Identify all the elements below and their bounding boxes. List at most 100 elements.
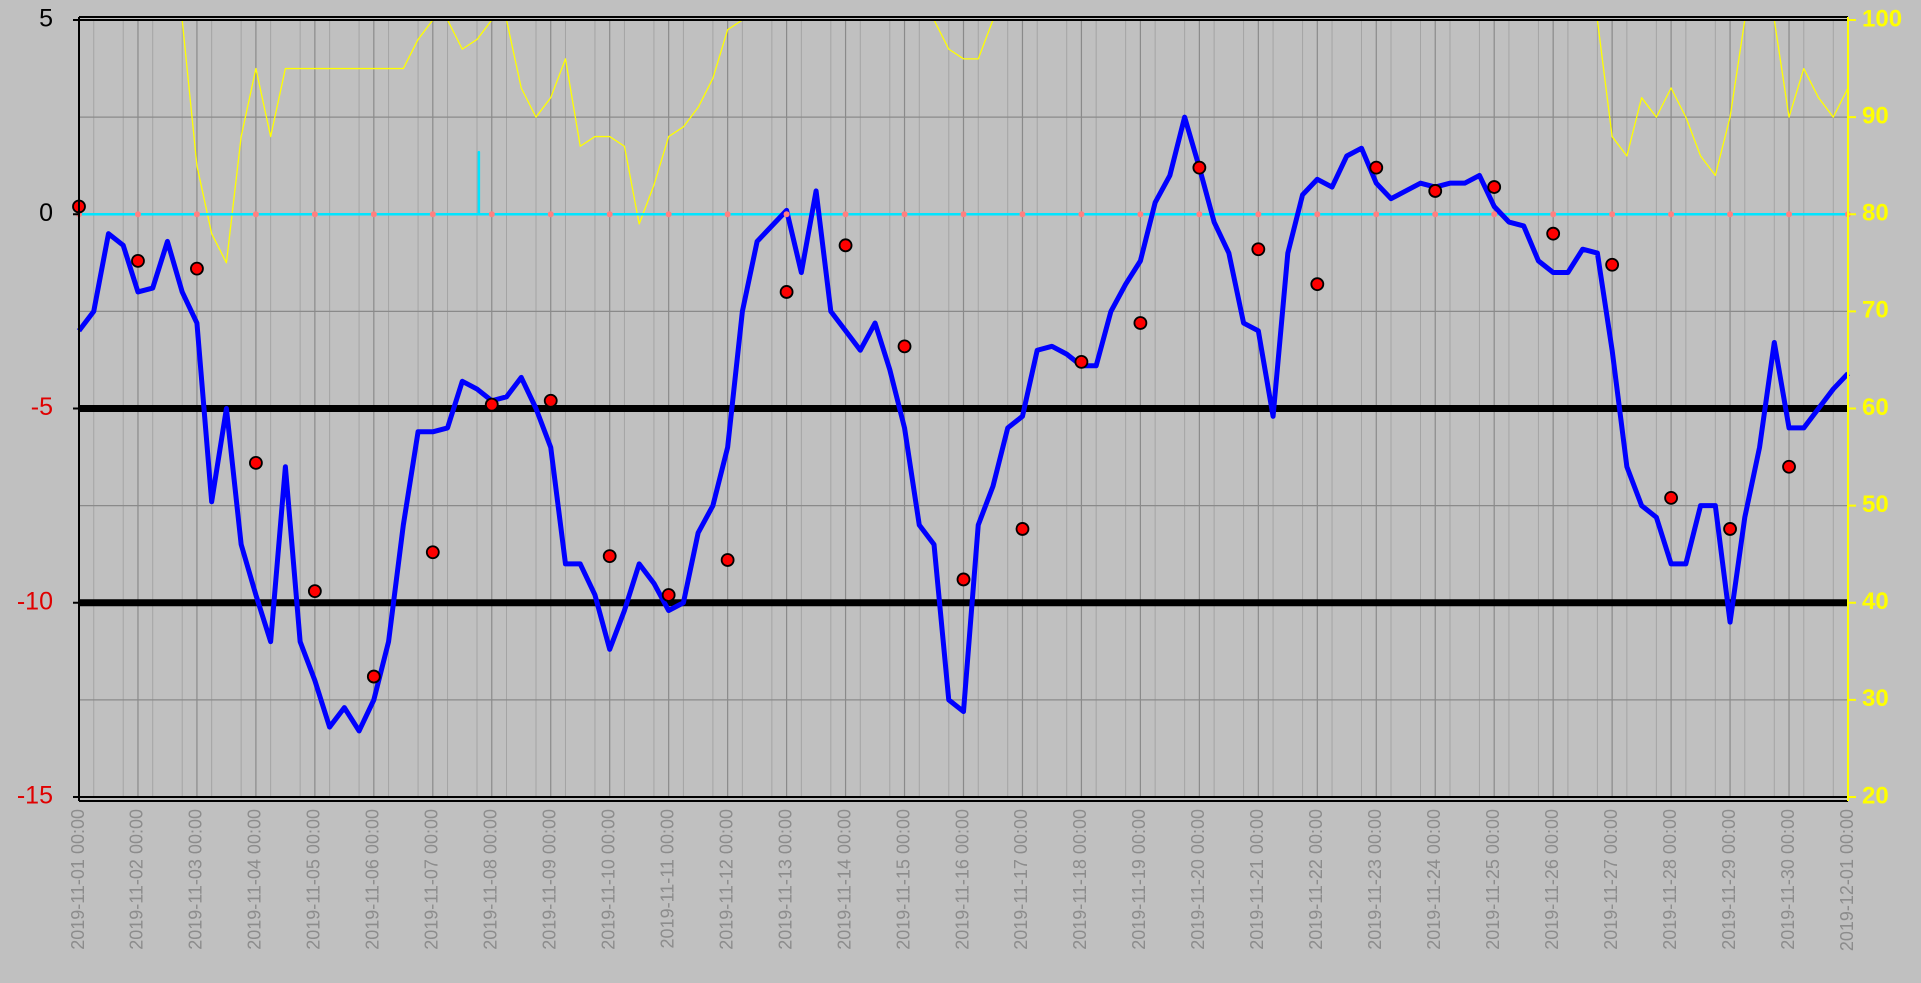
data-point <box>901 211 908 218</box>
data-point <box>842 211 849 218</box>
data-point <box>1727 211 1734 218</box>
data-point <box>366 669 381 684</box>
x-tick-label: 2019-11-24 00:00 <box>1424 809 1444 950</box>
x-tick-label: 2019-11-04 00:00 <box>245 809 265 950</box>
y-tick-label: -15 <box>17 782 53 810</box>
data-point <box>1196 211 1203 218</box>
data-point <box>134 211 141 218</box>
y2-tick-label: 90 <box>1862 102 1889 129</box>
data-point <box>1491 211 1498 218</box>
data-point <box>1255 211 1262 218</box>
data-point <box>248 455 263 470</box>
data-point <box>1314 211 1321 218</box>
x-tick-label: 2019-11-12 00:00 <box>716 809 736 950</box>
data-point <box>956 572 971 587</box>
data-point <box>960 211 967 218</box>
data-point <box>1133 316 1148 330</box>
x-tick-label: 2019-11-22 00:00 <box>1306 809 1326 950</box>
data-point <box>429 211 436 218</box>
data-point <box>724 211 731 218</box>
x-tick-label: 2019-11-13 00:00 <box>775 809 795 950</box>
data-point <box>1487 180 1502 194</box>
data-point <box>1550 211 1557 218</box>
data-point <box>193 211 200 218</box>
data-point <box>1137 211 1144 218</box>
data-point <box>1782 459 1796 474</box>
x-tick-label: 2019-11-09 00:00 <box>539 809 559 950</box>
axes: 2019-11-01 00:00 2019-11-02 00:00 2019-11-… <box>17 5 1902 952</box>
data-point <box>1428 184 1443 198</box>
data-point <box>1369 160 1384 175</box>
y2-tick-label: 30 <box>1862 685 1889 712</box>
y2-tick-label: 50 <box>1862 491 1889 518</box>
data-point <box>1664 490 1678 505</box>
data-point <box>779 285 794 299</box>
data-point <box>131 253 145 268</box>
x-tick-label: 2019-11-23 00:00 <box>1365 809 1385 950</box>
x-tick-label: 2019-11-06 00:00 <box>363 809 383 950</box>
y2-tick-label: 60 <box>1862 394 1889 421</box>
x-tick-label: 2019-11-18 00:00 <box>1070 809 1090 950</box>
data-point <box>370 211 377 218</box>
data-point <box>1310 277 1325 292</box>
data-line <box>77 114 1850 734</box>
data-point <box>1668 211 1675 218</box>
x-tick-label: 2019-11-21 00:00 <box>1247 809 1267 950</box>
data-point <box>665 211 672 218</box>
data-point <box>543 393 558 408</box>
x-tick-label: 2019-11-14 00:00 <box>834 809 854 950</box>
x-tick-label: 2019-11-30 00:00 <box>1778 809 1798 950</box>
data-point <box>488 211 495 218</box>
y2-tick-label: 70 <box>1862 297 1889 324</box>
data-point <box>1723 522 1737 536</box>
data-point <box>602 549 617 564</box>
data-point <box>897 339 912 354</box>
x-tick-label: 2019-11-15 00:00 <box>893 809 913 950</box>
data-point <box>720 553 735 567</box>
data-point <box>190 261 204 276</box>
data-point <box>1605 257 1620 272</box>
y2-tick-label: 80 <box>1862 200 1889 227</box>
y-tick-label: 5 <box>39 5 53 33</box>
y2-tick-label: 100 <box>1862 5 1902 32</box>
x-tick-label: 2019-11-16 00:00 <box>952 809 972 950</box>
data-point <box>1432 211 1439 218</box>
y2-tick-label: 20 <box>1862 782 1889 809</box>
x-tick-label: 2019-11-01 00:00 <box>68 809 88 950</box>
x-tick-label: 2019-11-02 00:00 <box>127 809 147 950</box>
data-point <box>1078 211 1085 218</box>
x-tick-label: 2019-11-25 00:00 <box>1483 809 1503 950</box>
data-point <box>307 584 322 598</box>
data-point <box>1074 354 1089 369</box>
x-tick-label: 2019-11-03 00:00 <box>186 809 206 950</box>
data-point <box>252 211 259 218</box>
data-point <box>838 238 853 253</box>
data-point <box>1546 226 1561 241</box>
y2-tick-label: 40 <box>1862 588 1889 615</box>
data-point <box>1609 211 1616 218</box>
plot-area <box>72 19 1851 734</box>
x-tick-label: 2019-11-19 00:00 <box>1129 809 1149 950</box>
data-point <box>484 397 499 412</box>
x-tick-label: 2019-11-11 00:00 <box>657 809 677 948</box>
data-point <box>1192 160 1207 175</box>
x-tick-label: 2019-11-05 00:00 <box>304 809 324 950</box>
x-tick-label: 2019-11-20 00:00 <box>1188 809 1208 950</box>
data-point <box>1373 211 1380 218</box>
x-tick-label: 2019-11-27 00:00 <box>1601 809 1621 950</box>
data-point <box>1015 522 1030 536</box>
data-point <box>1251 242 1266 257</box>
data-point <box>547 211 554 218</box>
x-tick-label: 2019-11-26 00:00 <box>1542 809 1562 950</box>
data-point <box>1786 211 1793 218</box>
x-tick-label: 2019-11-10 00:00 <box>598 809 618 950</box>
x-tick-label: 2019-12-01 00:00 <box>1837 809 1857 951</box>
data-point <box>783 211 790 218</box>
data-point <box>606 211 613 218</box>
x-tick-label: 2019-11-29 00:00 <box>1719 809 1739 950</box>
x-tick-label: 2019-11-28 00:00 <box>1660 809 1680 950</box>
data-point <box>1019 211 1026 218</box>
x-tick-label: 2019-11-08 00:00 <box>481 809 501 950</box>
